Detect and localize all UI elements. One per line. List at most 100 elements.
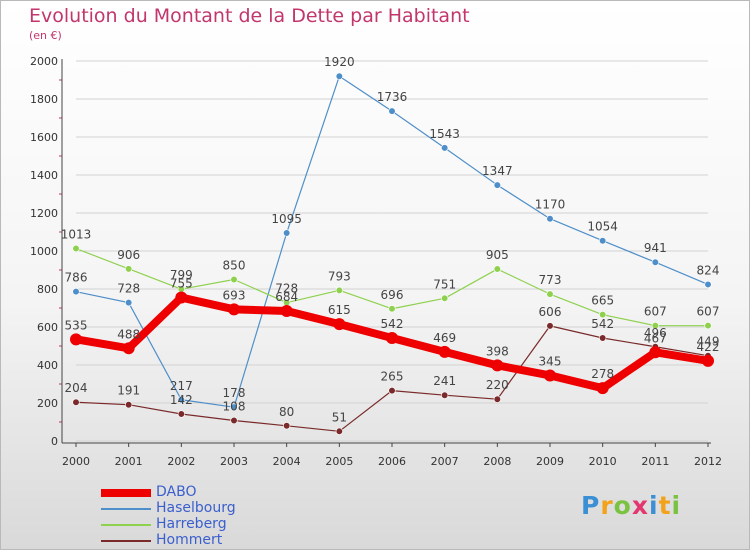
- data-label: 1347: [482, 164, 513, 178]
- data-point: [441, 391, 449, 399]
- logo-letter: P: [581, 491, 601, 520]
- x-tick-label: 2008: [483, 455, 511, 468]
- data-label: 1543: [429, 127, 460, 141]
- data-label: 80: [279, 405, 294, 419]
- logo-letter: o: [613, 491, 632, 520]
- data-label: 728: [275, 282, 298, 296]
- data-label: 799: [170, 268, 193, 282]
- x-tick-label: 2001: [115, 455, 143, 468]
- x-tick-label: 2006: [378, 455, 406, 468]
- legend-label: Hommert: [156, 532, 223, 548]
- data-point: [546, 322, 554, 330]
- y-tick-label: 200: [37, 397, 58, 410]
- y-tick-label: 1800: [30, 93, 58, 106]
- data-point: [651, 258, 659, 266]
- data-point: [283, 229, 291, 237]
- legend-swatch: [101, 524, 151, 526]
- data-point: [386, 332, 398, 345]
- logo-letter: r: [600, 491, 614, 520]
- data-point: [649, 346, 662, 359]
- x-tick-label: 2012: [694, 455, 722, 468]
- data-label: 345: [539, 354, 562, 368]
- data-label: 606: [539, 305, 562, 319]
- data-label: 1095: [271, 212, 302, 226]
- data-point: [388, 387, 396, 395]
- data-label: 773: [539, 273, 562, 287]
- legend-swatch: [101, 540, 151, 542]
- data-label: 467: [644, 331, 667, 345]
- data-point: [125, 401, 133, 409]
- data-label: 1920: [324, 55, 355, 69]
- data-point: [230, 275, 238, 284]
- data-label: 542: [591, 317, 614, 331]
- data-point: [493, 395, 501, 403]
- data-label: 108: [223, 399, 246, 413]
- data-label: 615: [328, 303, 351, 317]
- data-label: 906: [117, 248, 140, 262]
- data-point: [125, 265, 133, 273]
- data-label: 607: [644, 305, 667, 319]
- data-label: 449: [697, 335, 720, 349]
- x-tick-label: 2004: [273, 455, 301, 468]
- legend-item-harreberg: Harreberg: [101, 516, 301, 533]
- data-point: [280, 305, 293, 318]
- data-point: [122, 342, 135, 355]
- legend-label: Haselbourg: [156, 500, 236, 516]
- x-tick-label: 2009: [536, 455, 564, 468]
- data-point: [72, 244, 80, 253]
- data-point: [546, 215, 554, 223]
- data-label: 755: [170, 277, 193, 291]
- data-point: [335, 286, 343, 294]
- data-label: 751: [433, 277, 456, 291]
- data-point: [438, 345, 451, 358]
- legend-item-dabo: DABO: [101, 484, 301, 501]
- data-label: 786: [65, 271, 88, 285]
- logo-letter: x: [631, 491, 649, 520]
- y-tick-label: 1400: [30, 169, 58, 182]
- data-label: 728: [117, 282, 140, 296]
- data-label: 684: [275, 290, 298, 304]
- legend-item-haselbourg: Haselbourg: [101, 500, 301, 517]
- data-point: [388, 107, 396, 115]
- data-label: 793: [328, 269, 351, 283]
- data-point: [599, 237, 607, 245]
- logo-letter: i: [649, 491, 659, 520]
- x-tick-label: 2003: [220, 455, 248, 468]
- logo-letter: t: [658, 491, 672, 520]
- data-label: 1013: [61, 228, 92, 242]
- x-tick-label: 2007: [431, 455, 459, 468]
- data-label: 217: [170, 379, 193, 393]
- data-point: [333, 318, 346, 331]
- y-tick-label: 800: [37, 283, 58, 296]
- data-point: [283, 422, 291, 430]
- series-line-haselbourg: [75, 75, 709, 408]
- data-label: 278: [591, 367, 614, 381]
- data-label: 665: [591, 294, 614, 308]
- data-point: [335, 427, 343, 435]
- x-tick-label: 2010: [589, 455, 617, 468]
- data-point: [599, 334, 607, 342]
- data-point: [335, 72, 343, 80]
- data-label: 607: [697, 305, 720, 319]
- data-label: 1736: [377, 90, 408, 104]
- data-point: [177, 410, 185, 418]
- data-label: 693: [223, 288, 246, 302]
- data-label: 850: [223, 259, 246, 273]
- data-point: [704, 322, 712, 330]
- y-tick-label: 2000: [30, 55, 58, 68]
- data-label: 241: [433, 374, 456, 388]
- data-point: [230, 403, 238, 411]
- data-label: 1054: [587, 220, 618, 234]
- legend-swatch: [101, 508, 151, 510]
- data-label: 398: [486, 344, 509, 358]
- y-tick-label: 0: [51, 435, 58, 448]
- data-point: [70, 333, 82, 346]
- data-label: 824: [697, 263, 720, 277]
- legend-label: Harreberg: [156, 516, 227, 532]
- data-label: 142: [170, 393, 193, 407]
- data-point: [702, 354, 714, 367]
- data-label: 204: [65, 381, 88, 395]
- data-label: 1170: [535, 198, 566, 212]
- data-point: [704, 280, 712, 289]
